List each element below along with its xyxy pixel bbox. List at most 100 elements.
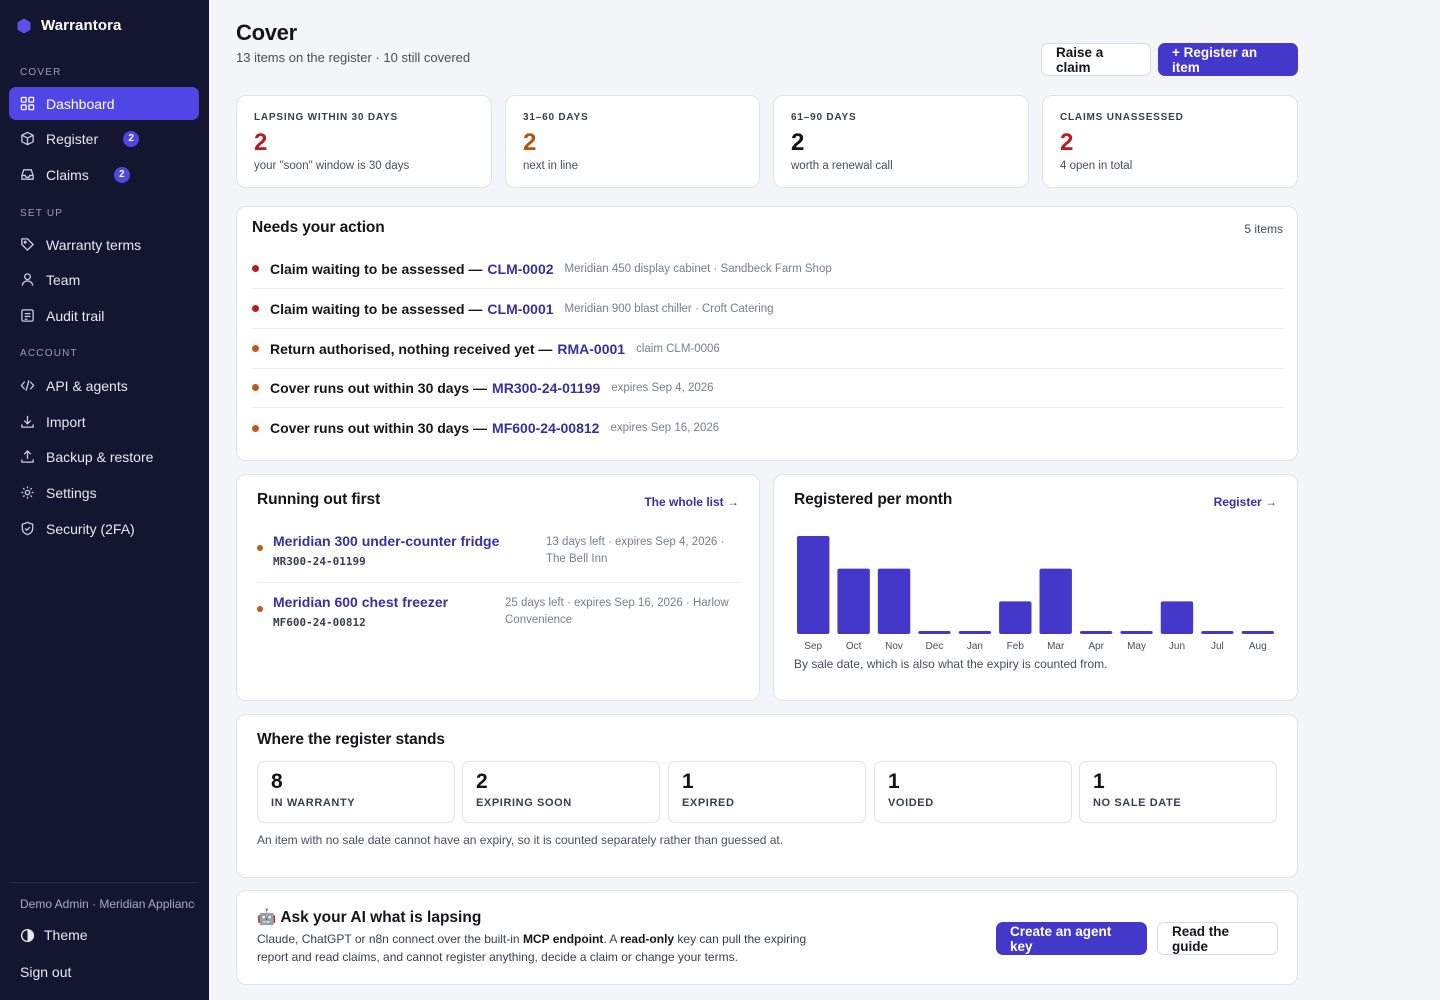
ai-title: 🤖 Ask your AI what is lapsing [257, 908, 481, 927]
bar-aug [1241, 631, 1274, 634]
running-out-card: Running out first The whole list → Merid… [236, 474, 760, 701]
registered-per-month-card: Registered per month Register → Sep Oct No… [773, 474, 1298, 701]
theme-toggle[interactable]: Theme [20, 927, 88, 943]
sidebar-item-import[interactable]: Import [9, 405, 199, 438]
action-row[interactable]: Cover runs out within 30 days — MF600-24… [252, 408, 1284, 448]
needs-action-card: Needs your action 5 items Claim waiting … [236, 206, 1298, 461]
stat-label: 61–90 DAYS [791, 112, 857, 123]
code-icon [20, 380, 35, 391]
dashboard-icon [20, 96, 35, 111]
status-value: 1 [1093, 770, 1105, 793]
stat-card-lapsing-30: LAPSING WITHIN 30 DAYS 2 your "soon" win… [236, 95, 492, 188]
sidebar-item-label: API & agents [46, 377, 128, 394]
status-box-in-warranty[interactable]: 8 IN WARRANTY [257, 761, 455, 823]
action-meta: Meridian 900 blast chiller · Croft Cater… [564, 302, 774, 315]
action-text: Cover runs out within 30 days — [270, 420, 488, 436]
bar-jan [958, 631, 992, 634]
shield-icon [21, 521, 34, 536]
status-label: VOIDED [888, 797, 934, 809]
sidebar-item-security[interactable]: Security (2FA) [9, 512, 199, 545]
status-box-expiring-soon[interactable]: 2 EXPIRING SOON [462, 761, 660, 823]
list-item[interactable]: Meridian 600 chest freezer MF600-24-0081… [257, 594, 741, 644]
status-box-expired[interactable]: 1 EXPIRED [668, 761, 866, 823]
sidebar-divider [9, 882, 199, 883]
stat-label: CLAIMS UNASSESSED [1060, 112, 1184, 123]
read-guide-button[interactable]: Read the guide [1157, 922, 1278, 955]
action-row[interactable]: Return authorised, nothing received yet … [252, 329, 1284, 369]
register-item-button[interactable]: + Register an item [1158, 43, 1298, 76]
stat-value: 2 [523, 129, 537, 156]
action-ref-link[interactable]: RMA-0001 [557, 340, 626, 357]
item-meta: 25 days left · expires Sep 16, 2026 · Ha… [505, 595, 729, 629]
sidebar: Warrantora COVER Dashboard Register 2 Cl… [0, 0, 209, 1000]
sidebar-item-label: Audit trail [46, 307, 105, 324]
running-out-title: Running out first [257, 491, 381, 508]
tick-label-may: May [1127, 641, 1146, 652]
stat-label: 31–60 DAYS [523, 112, 589, 123]
item-serial: MF600-24-00812 [273, 616, 366, 629]
status-dot [257, 606, 263, 612]
brand[interactable]: Warrantora [16, 17, 121, 34]
sidebar-item-team[interactable]: Team [9, 263, 199, 296]
sign-out-link[interactable]: Sign out [20, 964, 72, 980]
chart-footnote: By sale date, which is also what the exp… [794, 657, 1108, 671]
status-dot [252, 424, 259, 432]
register-link[interactable]: Register → [1213, 495, 1277, 509]
action-ref-link[interactable]: CLM-0002 [487, 260, 554, 277]
section-label-account: ACCOUNT [20, 348, 78, 359]
item-name-link[interactable]: Meridian 300 under-counter fridge [273, 533, 500, 549]
download-icon [21, 415, 34, 428]
tag-icon [21, 238, 35, 252]
action-ref-link[interactable]: MF600-24-00812 [492, 420, 600, 436]
action-meta: expires Sep 4, 2026 [611, 381, 714, 394]
registered-bar-chart: Sep Oct Nov Dec Jan Feb Mar Apr May Jun Jul Aug [797, 536, 1274, 652]
status-label: IN WARRANTY [271, 797, 356, 809]
status-value: 2 [476, 770, 488, 793]
sidebar-item-dashboard[interactable]: Dashboard [9, 87, 199, 120]
bar-nov [877, 568, 911, 634]
status-box-voided[interactable]: 1 VOIDED [874, 761, 1072, 823]
ai-text-bold: MCP endpoint [522, 932, 604, 946]
section-label-setup: SET UP [20, 208, 64, 219]
current-user: Demo Admin · Meridian Appliances [20, 897, 195, 911]
user-icon [21, 273, 34, 286]
whole-list-link[interactable]: The whole list → [644, 495, 739, 509]
action-row[interactable]: Claim waiting to be assessed — CLM-0002 … [252, 249, 1284, 289]
tick-label-sep: Sep [804, 641, 822, 652]
tick-label-apr: Apr [1088, 641, 1104, 652]
sidebar-item-backup-restore[interactable]: Backup & restore [9, 440, 199, 473]
raise-claim-button[interactable]: Raise a claim [1041, 43, 1151, 76]
sidebar-item-label: Register [46, 130, 99, 147]
list-item[interactable]: Meridian 300 under-counter fridge MR300-… [257, 533, 741, 583]
action-ref-link[interactable]: MR300-24-01199 [492, 379, 601, 396]
status-box-no-sale-date[interactable]: 1 NO SALE DATE [1079, 761, 1277, 823]
action-ref-link[interactable]: CLM-0001 [487, 300, 554, 317]
claims-count-badge: 2 [113, 166, 130, 183]
sidebar-item-label: Claims [46, 166, 89, 183]
bar-oct [837, 568, 870, 634]
action-meta: expires Sep 16, 2026 [610, 422, 720, 434]
item-meta-line: 13 days left · expires Sep 4, 2026 · [546, 536, 725, 548]
sidebar-item-warranty-terms[interactable]: Warranty terms [9, 228, 199, 261]
sidebar-item-claims[interactable]: Claims 2 [9, 158, 199, 191]
register-stands-note: An item with no sale date cannot have an… [257, 833, 784, 847]
tick-label-nov: Nov [885, 641, 903, 652]
status-value: 1 [888, 770, 900, 793]
status-dot [252, 345, 259, 352]
sidebar-item-register[interactable]: Register 2 [9, 122, 199, 155]
action-row[interactable]: Claim waiting to be assessed — CLM-0001 … [252, 289, 1284, 329]
bar-may [1120, 631, 1153, 634]
register-stands-card: Where the register stands 8 IN WARRANTY … [236, 714, 1298, 878]
item-name-link[interactable]: Meridian 600 chest freezer [273, 594, 449, 610]
action-meta: Meridian 450 display cabinet · Sandbeck … [564, 262, 832, 275]
stat-note: worth a renewal call [791, 160, 893, 172]
section-label-cover: COVER [20, 67, 62, 78]
create-agent-key-button[interactable]: Create an agent key [996, 922, 1147, 955]
action-row[interactable]: Cover runs out within 30 days — MR300-24… [252, 368, 1284, 408]
item-serial: MR300-24-01199 [273, 555, 366, 568]
sidebar-item-label: Dashboard [46, 95, 115, 112]
sidebar-item-settings[interactable]: Settings [9, 476, 199, 509]
sidebar-item-audit-trail[interactable]: Audit trail [9, 299, 199, 332]
status-dot [252, 384, 259, 391]
sidebar-item-api-agents[interactable]: API & agents [9, 369, 199, 402]
